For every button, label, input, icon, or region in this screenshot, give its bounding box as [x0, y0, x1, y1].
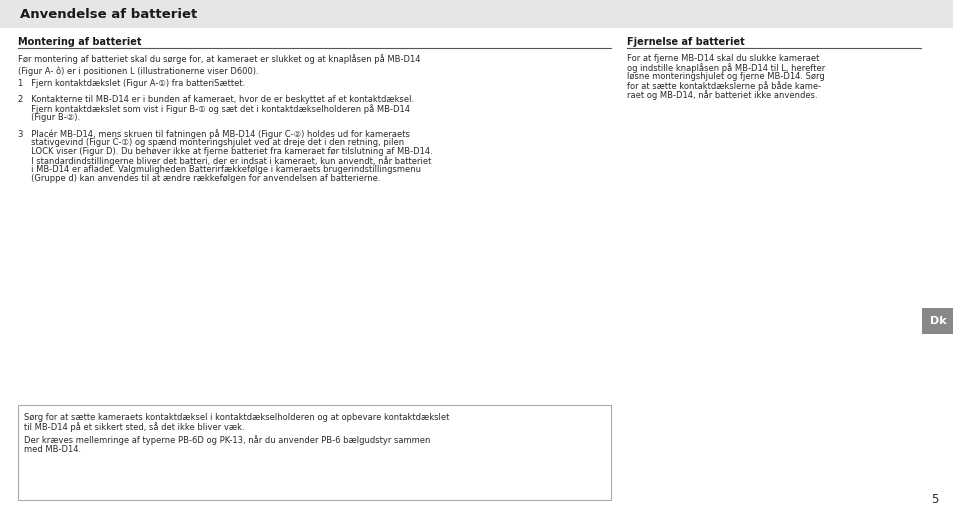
Text: Før montering af batteriet skal du sørge for, at kameraet er slukket og at knapl: Før montering af batteriet skal du sørge…	[18, 54, 420, 76]
Text: med MB-D14.: med MB-D14.	[24, 444, 81, 453]
Text: 3   Placér MB-D14, mens skruen til fatningen på MB-D14 (Figur C-②) holdes ud for: 3 Placér MB-D14, mens skruen til fatning…	[18, 129, 410, 139]
Text: stativgevind (Figur C-①) og spænd monteringshjulet ved at dreje det i den retnin: stativgevind (Figur C-①) og spænd monter…	[18, 138, 404, 147]
Text: løsne monteringshjulet og fjerne MB-D14. Sørg: løsne monteringshjulet og fjerne MB-D14.…	[627, 72, 824, 81]
Text: For at fjerne MB-D14 skal du slukke kameraet: For at fjerne MB-D14 skal du slukke kame…	[627, 54, 819, 63]
Text: raet og MB-D14, når batteriet ikke anvendes.: raet og MB-D14, når batteriet ikke anven…	[627, 90, 817, 100]
Text: Sørg for at sætte kameraets kontaktdæksel i kontaktdækselholderen og at opbevare: Sørg for at sætte kameraets kontaktdækse…	[24, 413, 449, 422]
Text: for at sætte kontaktdækslerne på både kame-: for at sætte kontaktdækslerne på både ka…	[627, 81, 821, 91]
Text: 1   Fjern kontaktdækslet (Figur A-①) fra batteriSættet.: 1 Fjern kontaktdækslet (Figur A-①) fra b…	[18, 79, 245, 88]
Text: Dk: Dk	[929, 316, 945, 326]
Text: i MB-D14 er afladet. Valgmuligheden Batterirfækkefølge i kameraets brugerindstil: i MB-D14 er afladet. Valgmuligheden Batt…	[18, 165, 420, 174]
Text: (Gruppe d) kan anvendes til at ændre rækkefølgen for anvendelsen af batterierne.: (Gruppe d) kan anvendes til at ændre ræk…	[18, 174, 380, 183]
Bar	[18, 405, 611, 500]
Text: 5: 5	[930, 493, 938, 506]
Text: 2   Kontakterne til MB-D14 er i bunden af kameraet, hvor de er beskyttet af et k: 2 Kontakterne til MB-D14 er i bunden af …	[18, 95, 414, 104]
Bar	[0, 0, 953, 28]
Text: Montering af batteriet: Montering af batteriet	[18, 37, 141, 47]
Text: Fjernelse af batteriet: Fjernelse af batteriet	[627, 37, 744, 47]
Text: og indstille knaplåsen på MB-D14 til L, herefter: og indstille knaplåsen på MB-D14 til L, …	[627, 63, 824, 73]
Bar	[921, 308, 953, 334]
Text: Fjern kontaktdækslet som vist i Figur B-① og sæt det i kontaktdækselholderen på : Fjern kontaktdækslet som vist i Figur B-…	[18, 104, 410, 114]
Text: til MB-D14 på et sikkert sted, så det ikke bliver væk.: til MB-D14 på et sikkert sted, så det ik…	[24, 422, 245, 432]
Text: Anvendelse af batteriet: Anvendelse af batteriet	[20, 7, 197, 21]
Text: (Figur B-②).: (Figur B-②).	[18, 113, 80, 122]
Text: I standardindstillingerne bliver det batteri, der er indsat i kameraet, kun anve: I standardindstillingerne bliver det bat…	[18, 156, 431, 166]
Text: Der kræves mellemringe af typerne PB-6D og PK-13, når du anvender PB-6 bælgudsty: Der kræves mellemringe af typerne PB-6D …	[24, 436, 430, 445]
Text: LOCK viser (Figur D). Du behøver ikke at fjerne batteriet fra kameraet før tilsl: LOCK viser (Figur D). Du behøver ikke at…	[18, 147, 433, 156]
